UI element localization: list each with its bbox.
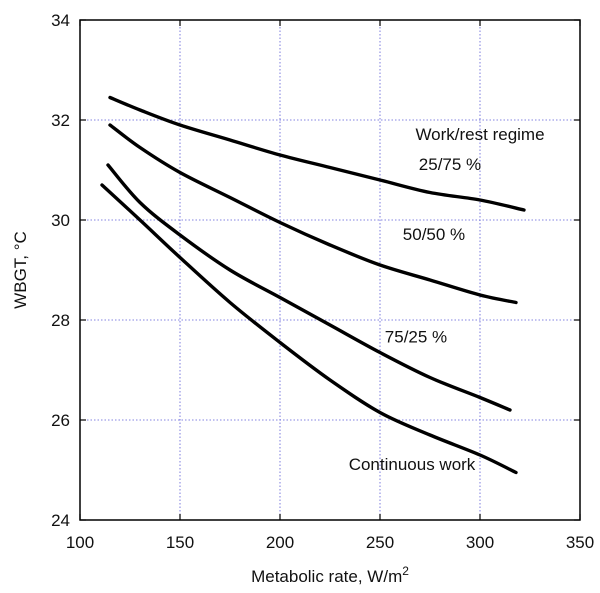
y-axis-label: WBGT, °C bbox=[11, 231, 30, 309]
x-tick-label: 150 bbox=[166, 533, 194, 552]
y-tick-label: 30 bbox=[51, 211, 70, 230]
annotation-label: Work/rest regime bbox=[415, 125, 544, 144]
x-axis-label: Metabolic rate, W/m2 bbox=[251, 564, 409, 586]
series-line-50-50 bbox=[108, 123, 518, 305]
x-axis-label-superscript: 2 bbox=[402, 564, 409, 578]
x-axis-label-main: Metabolic rate, W/m bbox=[251, 567, 402, 586]
annotations: Work/rest regime 25/75 % 50/50 % 75/25 % Con… bbox=[349, 125, 545, 474]
x-tick-label: 200 bbox=[266, 533, 294, 552]
grid bbox=[80, 20, 580, 520]
annotation-label: 75/25 % bbox=[385, 328, 447, 347]
plot-area bbox=[80, 20, 580, 520]
annotation-label: Continuous work bbox=[349, 455, 476, 474]
x-tick-label: 350 bbox=[566, 533, 594, 552]
annotation-label: 25/75 % bbox=[419, 155, 481, 174]
plot-frame bbox=[79, 19, 581, 521]
series-line-25-75 bbox=[108, 95, 526, 212]
series-line-75-25 bbox=[106, 163, 512, 412]
y-tick-label: 32 bbox=[51, 111, 70, 130]
x-tick-label: 100 bbox=[66, 533, 94, 552]
y-tick-label: 24 bbox=[51, 511, 70, 530]
y-tick-label: 26 bbox=[51, 411, 70, 430]
x-tick-label: 300 bbox=[466, 533, 494, 552]
annotation-label: 50/50 % bbox=[403, 225, 465, 244]
ticks: 100 150 200 250 300 350 24 26 28 30 32 34 bbox=[51, 11, 594, 552]
y-tick-label: 34 bbox=[51, 11, 70, 30]
series-lines bbox=[100, 95, 526, 475]
x-tick-label: 250 bbox=[366, 533, 394, 552]
series-line-continuous-work bbox=[100, 183, 518, 475]
y-tick-label: 28 bbox=[51, 311, 70, 330]
